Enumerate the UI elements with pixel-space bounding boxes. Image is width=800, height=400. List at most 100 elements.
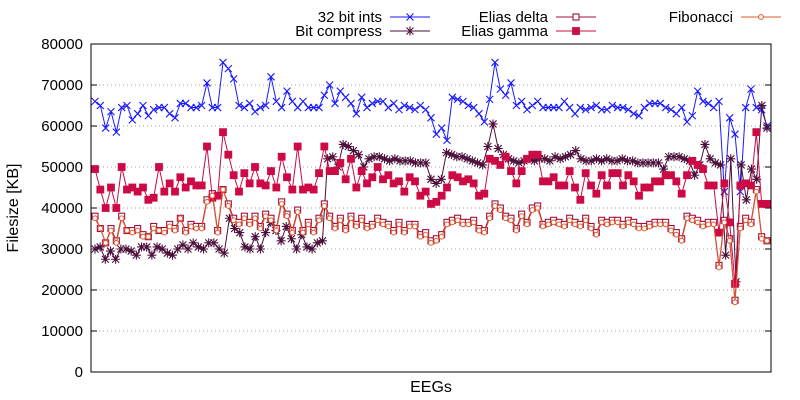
- data-point: [492, 203, 498, 209]
- data-point: [653, 158, 663, 168]
- data-point: [235, 187, 243, 196]
- data-point: [364, 225, 370, 232]
- data-point: [156, 227, 162, 234]
- data-point: [432, 197, 441, 206]
- data-point: [561, 223, 568, 230]
- data-point: [267, 167, 275, 176]
- data-point: [157, 244, 167, 254]
- data-point: [648, 158, 658, 168]
- data-point: [555, 154, 565, 164]
- data-point: [411, 177, 419, 186]
- data-point: [288, 97, 297, 106]
- data-point: [480, 118, 489, 126]
- data-point: [667, 171, 675, 180]
- data-point: [117, 103, 126, 112]
- data-point: [341, 175, 350, 184]
- data-point: [293, 103, 302, 112]
- data-point: [412, 223, 418, 230]
- data-point: [246, 221, 253, 228]
- data-point: [659, 164, 669, 174]
- data-point: [747, 181, 755, 190]
- data-point: [737, 225, 744, 232]
- data-point: [480, 189, 489, 198]
- data-point: [144, 111, 153, 120]
- data-point: [643, 158, 653, 168]
- y-tick-labels: 0 10000 20000 30000 40000 50000 60000 70000 8000…: [41, 36, 83, 381]
- data-point: [187, 177, 195, 186]
- data-point: [220, 186, 226, 193]
- data-point: [640, 103, 649, 112]
- data-point: [183, 244, 193, 254]
- data-point: [338, 139, 348, 149]
- data-point: [261, 101, 270, 110]
- data-point: [140, 233, 146, 240]
- data-point: [225, 203, 232, 209]
- data-point: [224, 213, 234, 223]
- data-point: [133, 187, 142, 196]
- y-axis-label: Filesize [KB]: [5, 164, 22, 253]
- data-point: [473, 158, 483, 168]
- data-point: [661, 103, 670, 112]
- data-point: [352, 109, 361, 118]
- data-point: [449, 219, 456, 226]
- data-point: [721, 250, 731, 260]
- data-point: [437, 124, 446, 132]
- data-point: [518, 213, 525, 220]
- y-tick-label: 50000: [41, 159, 83, 176]
- data-point: [116, 244, 126, 254]
- data-point: [107, 107, 115, 116]
- data-point: [406, 223, 413, 230]
- data-point: [622, 156, 632, 166]
- data-point: [491, 58, 499, 67]
- data-point: [405, 173, 414, 182]
- data-point: [467, 156, 477, 166]
- data-point: [453, 95, 462, 104]
- data-point: [421, 105, 430, 114]
- data-point: [460, 221, 466, 228]
- data-point: [417, 233, 424, 240]
- data-point: [369, 223, 376, 230]
- data-point: [683, 118, 691, 126]
- y-tick-label: 30000: [41, 241, 83, 258]
- data-point: [251, 107, 259, 116]
- data-point: [476, 227, 482, 234]
- data-point: [198, 225, 205, 232]
- data-point: [168, 250, 178, 260]
- data-point: [112, 128, 121, 137]
- legend-label: 32 bit ints: [318, 9, 382, 26]
- data-point: [444, 221, 450, 228]
- data-point: [464, 101, 473, 110]
- data-point: [741, 103, 750, 112]
- data-point: [705, 221, 712, 228]
- data-point: [581, 169, 590, 178]
- data-point: [725, 113, 734, 122]
- data-point: [556, 221, 562, 228]
- data-point: [395, 177, 403, 186]
- data-point: [379, 97, 387, 106]
- data-point: [664, 152, 674, 162]
- data-point: [731, 130, 739, 139]
- data-point: [710, 158, 720, 168]
- data-point: [662, 221, 669, 228]
- data-point: [213, 103, 222, 112]
- data-point: [145, 233, 152, 240]
- data-point: [534, 205, 541, 211]
- data-point: [507, 167, 515, 176]
- data-point: [307, 244, 317, 254]
- data-point: [405, 103, 414, 112]
- data-point: [619, 103, 627, 112]
- data-point: [113, 239, 120, 246]
- data-point: [245, 99, 254, 108]
- legend-marker: [406, 13, 414, 21]
- data-point: [635, 191, 643, 200]
- data-point: [204, 238, 214, 248]
- data-point: [252, 215, 258, 222]
- data-point: [229, 171, 238, 180]
- data-point: [390, 154, 400, 164]
- data-point: [416, 101, 425, 110]
- data-point: [577, 223, 584, 230]
- data-point: [528, 101, 537, 110]
- data-point: [672, 177, 681, 186]
- data-point: [101, 124, 110, 132]
- data-point: [421, 187, 430, 196]
